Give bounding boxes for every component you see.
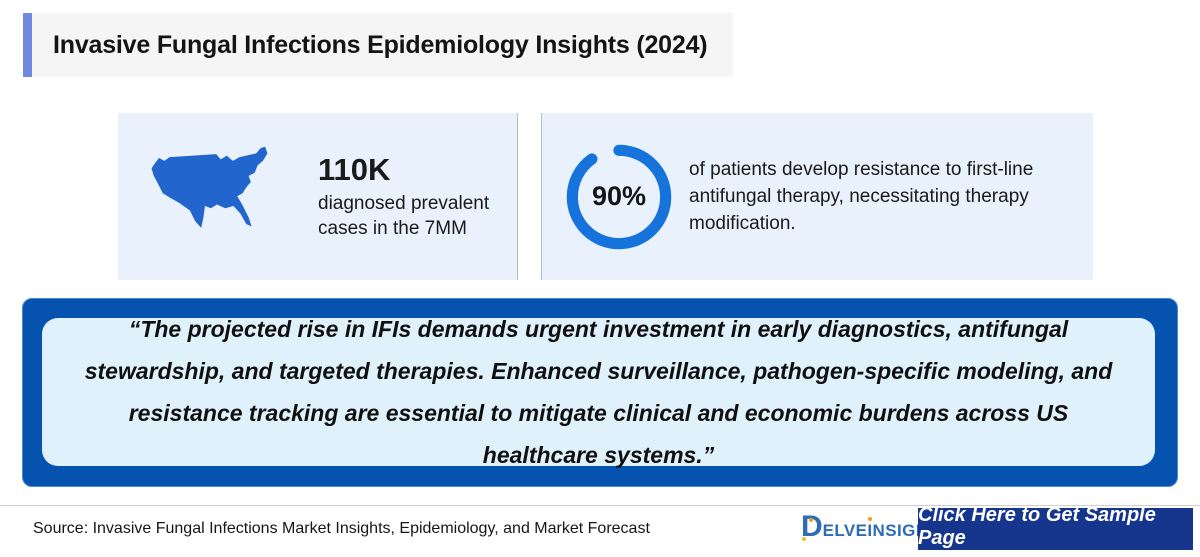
stat-label-line2: cases in the 7MM — [318, 217, 467, 239]
quote-inner-panel: “The projected rise in IFIs demands urge… — [42, 316, 1155, 468]
progress-ring-icon — [566, 144, 672, 249]
quote-box: “The projected rise in IFIs demands urge… — [22, 298, 1178, 487]
logo-bottom-dot — [802, 537, 806, 541]
stat-description: of patients develop resistance to first-… — [689, 159, 1034, 234]
progress-ring: 90% — [563, 141, 675, 253]
logo-inner-i-dot — [809, 518, 813, 522]
logo-text-elve: ELVE — [822, 521, 868, 540]
sample-page-button[interactable]: Click Here to Get Sample Page — [918, 504, 1193, 550]
logo-accent-i: I — [867, 521, 873, 540]
source-text: Source: Invasive Fungal Infections Marke… — [33, 520, 650, 537]
stat-label-line1: diagnosed prevalent — [318, 192, 490, 214]
title-accent-bar — [23, 13, 32, 77]
logo-d-mark: D — [801, 512, 823, 542]
stat-card-prevalence: 110K diagnosed prevalent cases in the 7M… — [118, 113, 518, 280]
stat-card-resistance: 90% of patients develop resistance to fi… — [541, 113, 1093, 280]
footer-divider — [0, 505, 1200, 506]
logo-inner-i-bar — [809, 524, 812, 533]
stat-value: 110K — [318, 152, 391, 188]
stat-label: diagnosed prevalent cases in the 7MM — [318, 191, 489, 241]
sample-page-button-label: Click Here to Get Sample Page — [918, 504, 1156, 549]
progress-ring-value: 90% — [591, 181, 647, 211]
logo-accent-i-wrap: I — [867, 517, 873, 541]
quote-text: “The projected rise in IFIs demands urge… — [84, 316, 1113, 468]
stat-text-block: 110K diagnosed prevalent cases in the 7M… — [318, 152, 489, 241]
logo-accent-i-dot — [867, 517, 872, 521]
us-map-icon — [151, 146, 268, 228]
header: Invasive Fungal Infections Epidemiology … — [23, 13, 734, 77]
page-title: Invasive Fungal Infections Epidemiology … — [32, 13, 734, 77]
